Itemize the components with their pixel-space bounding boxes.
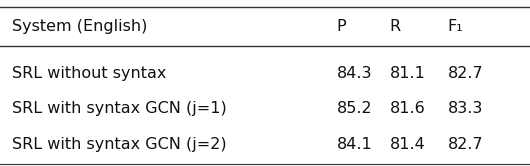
Text: SRL with syntax GCN (j=1): SRL with syntax GCN (j=1): [12, 101, 226, 116]
Text: 84.3: 84.3: [337, 66, 372, 81]
Text: 83.3: 83.3: [448, 101, 483, 116]
Text: 85.2: 85.2: [337, 101, 372, 116]
Text: SRL with syntax GCN (j=2): SRL with syntax GCN (j=2): [12, 137, 226, 152]
Text: 84.1: 84.1: [337, 137, 372, 152]
Text: F₁: F₁: [448, 19, 463, 34]
Text: 81.6: 81.6: [390, 101, 425, 116]
Text: 81.1: 81.1: [390, 66, 426, 81]
Text: System (English): System (English): [12, 19, 147, 34]
Text: 82.7: 82.7: [448, 66, 483, 81]
Text: R: R: [390, 19, 401, 34]
Text: P: P: [337, 19, 346, 34]
Text: 82.7: 82.7: [448, 137, 483, 152]
Text: SRL without syntax: SRL without syntax: [12, 66, 166, 81]
Text: 81.4: 81.4: [390, 137, 425, 152]
